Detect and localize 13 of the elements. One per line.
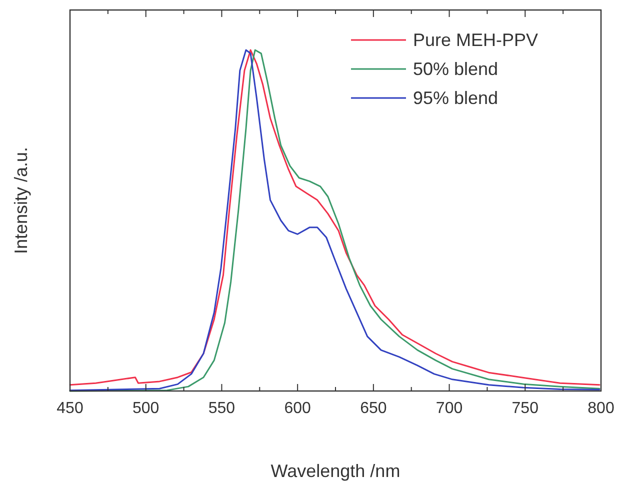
x-tick-label: 650 (360, 400, 387, 417)
x-tick-label: 800 (588, 400, 614, 417)
x-tick-label: 750 (512, 400, 539, 417)
legend-label: 50% blend (413, 59, 498, 79)
x-tick-label: 500 (132, 400, 160, 417)
x-tick-label: 600 (284, 400, 312, 417)
x-axis-title: Wavelength /nm (270, 461, 400, 481)
legend-label: Pure MEH-PPV (413, 30, 538, 50)
x-tick-label: 450 (56, 400, 84, 417)
x-tick-label: 550 (208, 400, 236, 417)
x-tick-label: 700 (436, 400, 463, 417)
legend-label: 95% blend (413, 88, 498, 108)
y-axis-title: Intensity /a.u. (11, 146, 31, 254)
